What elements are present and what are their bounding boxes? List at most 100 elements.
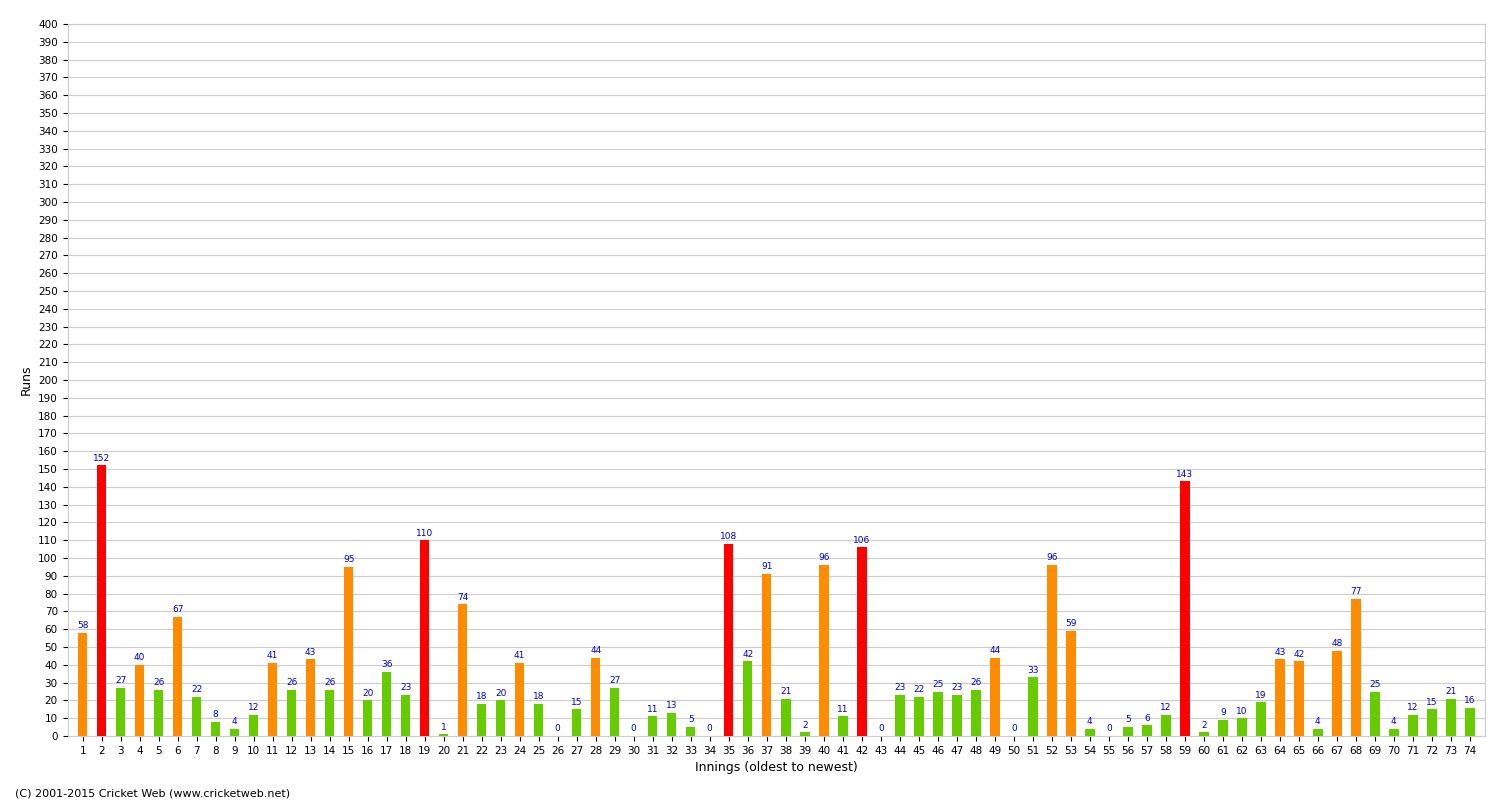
Text: 22: 22 bbox=[914, 685, 924, 694]
Text: 26: 26 bbox=[286, 678, 297, 687]
Bar bbox=[458, 604, 468, 736]
Text: 6: 6 bbox=[1144, 714, 1149, 722]
Bar bbox=[400, 695, 411, 736]
Bar bbox=[286, 690, 297, 736]
Text: 15: 15 bbox=[572, 698, 582, 706]
Bar bbox=[742, 662, 753, 736]
Text: 4: 4 bbox=[232, 718, 237, 726]
Bar bbox=[1370, 691, 1380, 736]
Text: 36: 36 bbox=[381, 660, 393, 670]
Text: 8: 8 bbox=[213, 710, 219, 719]
Text: 152: 152 bbox=[93, 454, 111, 462]
Bar bbox=[668, 713, 676, 736]
Bar bbox=[98, 466, 106, 736]
Bar bbox=[856, 547, 867, 736]
Bar bbox=[211, 722, 220, 736]
Text: 43: 43 bbox=[304, 648, 316, 657]
Bar bbox=[1047, 565, 1056, 736]
Text: 25: 25 bbox=[1370, 680, 1380, 689]
Text: 11: 11 bbox=[837, 705, 849, 714]
Text: 59: 59 bbox=[1065, 619, 1077, 628]
Bar bbox=[363, 701, 372, 736]
Bar bbox=[78, 633, 87, 736]
Text: 2: 2 bbox=[802, 721, 807, 730]
Bar bbox=[249, 714, 258, 736]
Bar bbox=[610, 688, 620, 736]
Y-axis label: Runs: Runs bbox=[20, 365, 33, 395]
Bar bbox=[1084, 729, 1095, 736]
Bar bbox=[1426, 710, 1437, 736]
Text: 20: 20 bbox=[495, 689, 507, 698]
Bar bbox=[1408, 714, 1418, 736]
Bar bbox=[192, 697, 201, 736]
Bar bbox=[420, 540, 429, 736]
Text: 41: 41 bbox=[267, 651, 279, 660]
Bar bbox=[970, 690, 981, 736]
Text: 18: 18 bbox=[476, 692, 488, 702]
Bar bbox=[514, 663, 525, 736]
Bar bbox=[782, 698, 790, 736]
Bar bbox=[1256, 702, 1266, 736]
Text: 27: 27 bbox=[609, 676, 621, 686]
Text: 18: 18 bbox=[532, 692, 544, 702]
Bar bbox=[306, 659, 315, 736]
Bar bbox=[1066, 631, 1076, 736]
Text: 108: 108 bbox=[720, 532, 738, 541]
Bar bbox=[1218, 720, 1227, 736]
Text: 0: 0 bbox=[555, 724, 561, 734]
Text: 9: 9 bbox=[1220, 708, 1226, 718]
Text: 26: 26 bbox=[324, 678, 336, 687]
Text: 23: 23 bbox=[400, 683, 411, 692]
Bar bbox=[135, 665, 144, 736]
Text: 0: 0 bbox=[706, 724, 712, 734]
Text: 5: 5 bbox=[688, 715, 693, 725]
Bar bbox=[1332, 650, 1341, 736]
Bar bbox=[896, 695, 904, 736]
Text: 23: 23 bbox=[894, 683, 906, 692]
Text: 11: 11 bbox=[646, 705, 658, 714]
Text: 0: 0 bbox=[632, 724, 636, 734]
Text: 48: 48 bbox=[1330, 639, 1342, 648]
Text: 77: 77 bbox=[1350, 587, 1362, 596]
Text: 96: 96 bbox=[818, 554, 830, 562]
Bar bbox=[724, 544, 734, 736]
Text: 91: 91 bbox=[760, 562, 772, 571]
Bar bbox=[1180, 482, 1190, 736]
Bar bbox=[762, 574, 771, 736]
Bar bbox=[1161, 714, 1170, 736]
Text: 15: 15 bbox=[1426, 698, 1437, 706]
Text: 19: 19 bbox=[1256, 690, 1266, 699]
Text: 2: 2 bbox=[1202, 721, 1206, 730]
Text: 44: 44 bbox=[590, 646, 602, 655]
Bar bbox=[572, 710, 582, 736]
X-axis label: Innings (oldest to newest): Innings (oldest to newest) bbox=[694, 762, 858, 774]
Text: 44: 44 bbox=[988, 646, 1000, 655]
Bar bbox=[648, 717, 657, 736]
Bar bbox=[819, 565, 828, 736]
Text: 40: 40 bbox=[134, 653, 146, 662]
Text: 25: 25 bbox=[932, 680, 944, 689]
Text: 42: 42 bbox=[1293, 650, 1305, 658]
Bar bbox=[1238, 718, 1246, 736]
Text: 43: 43 bbox=[1274, 648, 1286, 657]
Bar bbox=[952, 695, 962, 736]
Text: 12: 12 bbox=[1407, 703, 1419, 712]
Text: 0: 0 bbox=[878, 724, 884, 734]
Bar bbox=[230, 729, 240, 736]
Text: 16: 16 bbox=[1464, 696, 1476, 705]
Text: 13: 13 bbox=[666, 701, 678, 710]
Bar bbox=[1028, 678, 1038, 736]
Bar bbox=[933, 691, 942, 736]
Text: 22: 22 bbox=[190, 685, 202, 694]
Bar bbox=[591, 658, 600, 736]
Bar bbox=[839, 717, 848, 736]
Text: 12: 12 bbox=[1160, 703, 1172, 712]
Text: 67: 67 bbox=[172, 605, 183, 614]
Bar bbox=[1466, 707, 1474, 736]
Text: 106: 106 bbox=[853, 536, 870, 545]
Bar bbox=[990, 658, 999, 736]
Text: 20: 20 bbox=[362, 689, 374, 698]
Text: 33: 33 bbox=[1028, 666, 1038, 674]
Text: 21: 21 bbox=[780, 687, 792, 696]
Text: 74: 74 bbox=[458, 593, 468, 602]
